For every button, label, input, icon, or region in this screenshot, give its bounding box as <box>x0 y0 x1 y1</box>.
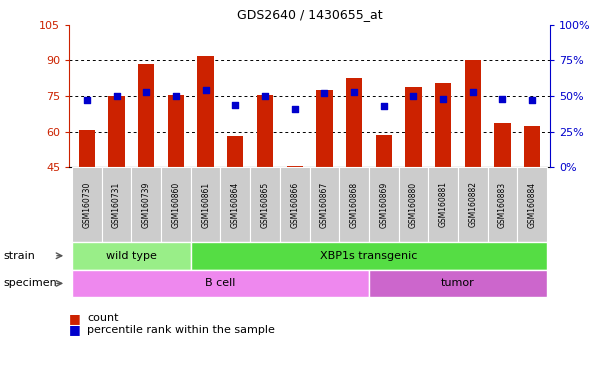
Text: GSM160867: GSM160867 <box>320 181 329 228</box>
Point <box>82 97 92 103</box>
Bar <box>227 136 243 167</box>
Bar <box>316 90 332 167</box>
Text: strain: strain <box>3 251 35 261</box>
Text: GSM160882: GSM160882 <box>468 182 477 227</box>
Text: GDS2640 / 1430655_at: GDS2640 / 1430655_at <box>237 8 383 21</box>
Text: XBP1s transgenic: XBP1s transgenic <box>320 251 418 261</box>
Bar <box>524 126 540 167</box>
Text: GSM160868: GSM160868 <box>350 181 359 228</box>
Bar <box>198 56 214 167</box>
Point <box>171 93 181 99</box>
Text: GSM160864: GSM160864 <box>231 181 240 228</box>
Bar <box>346 78 362 167</box>
Point <box>201 87 210 93</box>
Bar <box>287 166 303 167</box>
Point <box>141 89 151 95</box>
Text: ■: ■ <box>69 312 81 325</box>
Text: GSM160739: GSM160739 <box>142 181 151 228</box>
Point <box>231 101 240 108</box>
Text: GSM160883: GSM160883 <box>498 181 507 228</box>
Point <box>320 90 329 96</box>
Point <box>527 97 537 103</box>
Bar <box>138 64 154 167</box>
Text: specimen: specimen <box>3 278 56 288</box>
Text: GSM160866: GSM160866 <box>290 181 299 228</box>
Point <box>112 93 121 99</box>
Text: GSM160880: GSM160880 <box>409 181 418 228</box>
Bar <box>376 135 392 167</box>
Point <box>290 106 299 112</box>
Bar <box>494 123 511 167</box>
Point <box>498 96 507 102</box>
Text: GSM160865: GSM160865 <box>260 181 269 228</box>
Text: count: count <box>87 313 118 323</box>
Text: tumor: tumor <box>441 278 475 288</box>
Point <box>409 93 418 99</box>
Bar <box>168 95 184 167</box>
Text: wild type: wild type <box>106 251 157 261</box>
Text: percentile rank within the sample: percentile rank within the sample <box>87 325 275 335</box>
Text: GSM160881: GSM160881 <box>439 182 448 227</box>
Bar <box>435 83 451 167</box>
Point <box>379 103 388 109</box>
Text: GSM160869: GSM160869 <box>379 181 388 228</box>
Text: B cell: B cell <box>206 278 236 288</box>
Text: GSM160884: GSM160884 <box>528 181 537 228</box>
Text: GSM160731: GSM160731 <box>112 181 121 228</box>
Bar <box>405 86 421 167</box>
Text: ■: ■ <box>69 323 81 336</box>
Text: GSM160730: GSM160730 <box>82 181 91 228</box>
Point <box>468 89 478 95</box>
Bar <box>465 61 481 167</box>
Point <box>438 96 448 102</box>
Point <box>260 93 270 99</box>
Text: GSM160860: GSM160860 <box>171 181 180 228</box>
Text: GSM160861: GSM160861 <box>201 181 210 228</box>
Bar <box>108 96 125 167</box>
Bar <box>79 130 95 167</box>
Point <box>349 89 359 95</box>
Bar <box>257 95 273 167</box>
